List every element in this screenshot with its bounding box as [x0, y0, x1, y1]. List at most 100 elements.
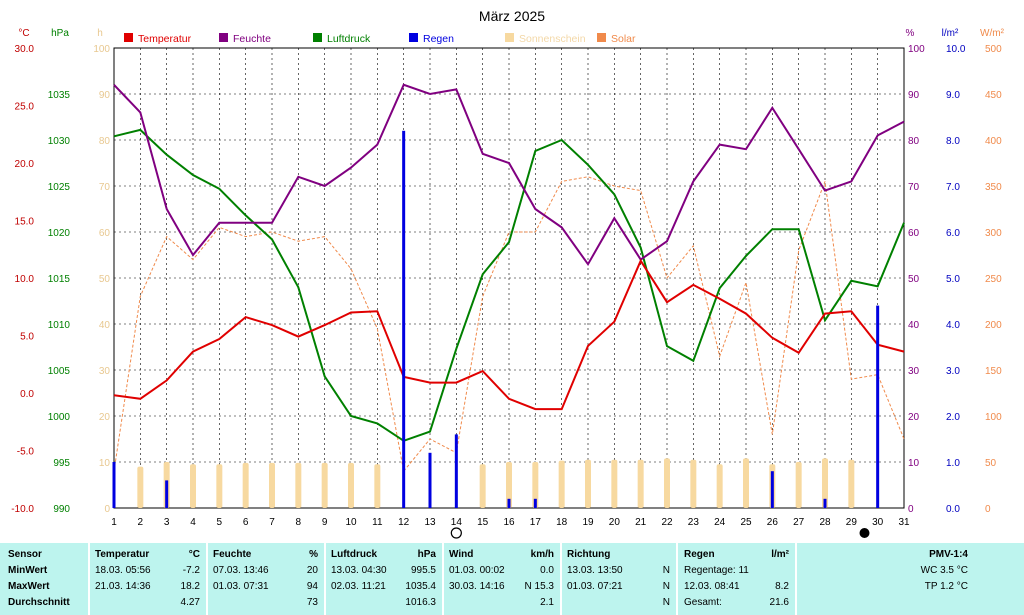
hum-min-value: 20: [306, 565, 318, 576]
tick-label-sun: 80: [99, 136, 111, 147]
tick-label-x: 22: [661, 517, 673, 528]
sunshine-bar: [242, 462, 249, 508]
tick-label-solar: 350: [985, 182, 1002, 193]
header-temperature: Temperatur: [95, 549, 150, 560]
rain-bar: [823, 498, 827, 508]
temp-max-time: 21.03. 14:36: [95, 581, 151, 592]
tick-label-x: 14: [451, 517, 463, 528]
tick-label-x: 26: [767, 517, 779, 528]
tick-label-sun: 40: [99, 320, 111, 331]
tick-label-press: 1015: [48, 274, 71, 285]
tick-label-hum: 80: [908, 136, 920, 147]
tick-label-x: 4: [190, 517, 196, 528]
tick-label-solar: 400: [985, 136, 1002, 147]
axis-unit-hum: %: [906, 28, 915, 39]
temp-min-value: -7.2: [182, 565, 200, 576]
dir-min-value: N: [662, 565, 670, 576]
tick-label-press: 1020: [48, 228, 71, 239]
row-label-avg: Durchschnitt: [8, 597, 70, 608]
tick-label-rain: 3.0: [946, 366, 960, 377]
axis-unit-press: hPa: [51, 28, 69, 39]
tick-label-temp: 0.0: [20, 389, 34, 400]
tick-label-x: 20: [609, 517, 621, 528]
pmv-dew-point: TP 1.2 °C: [924, 581, 968, 592]
wind-min-time: 01.03. 00:02: [449, 565, 505, 576]
tick-label-sun: 90: [99, 90, 111, 101]
legend-swatch: [409, 33, 418, 42]
tick-label-hum: 30: [908, 366, 920, 377]
legend-label: Temperatur: [138, 33, 192, 45]
moon-phase-symbols: [450, 527, 870, 539]
wind-max-time: 30.03. 14:16: [449, 581, 505, 592]
tick-label-temp: -10.0: [11, 504, 34, 515]
tick-label-solar: 150: [985, 366, 1002, 377]
tick-label-x: 12: [398, 517, 410, 528]
series-line-temperatur: [113, 258, 905, 411]
series-line-solar: [113, 176, 905, 473]
tick-label-x: 31: [898, 517, 910, 528]
tick-label-temp: 5.0: [20, 332, 34, 343]
tick-label-solar: 450: [985, 90, 1002, 101]
tick-label-hum: 60: [908, 228, 920, 239]
tick-label-sun: 70: [99, 182, 111, 193]
tick-label-x: 5: [217, 517, 223, 528]
grid: [114, 48, 904, 508]
tick-label-solar: 500: [985, 44, 1002, 55]
tick-label-rain: 10.0: [946, 44, 966, 55]
tick-label-temp: -5.0: [17, 447, 35, 458]
tick-label-rain: 8.0: [946, 136, 960, 147]
tick-label-press: 990: [53, 504, 70, 515]
hum-avg-value: 73: [306, 597, 318, 608]
axis-unit-solar: W/m²: [980, 28, 1005, 39]
tick-label-rain: 4.0: [946, 320, 960, 331]
tick-label-solar: 50: [985, 458, 997, 469]
tick-label-rain: 5.0: [946, 274, 960, 285]
tick-label-x: 16: [503, 517, 515, 528]
sunshine-bar: [637, 459, 644, 508]
tick-label-x: 2: [138, 517, 144, 528]
tick-label-x: 28: [819, 517, 831, 528]
tick-label-press: 995: [53, 458, 70, 469]
tick-label-sun: 60: [99, 228, 111, 239]
tick-label-x: 18: [556, 517, 568, 528]
tick-label-press: 1025: [48, 182, 71, 193]
legend-label: Sonnenschein: [519, 33, 586, 45]
statistics-table: Sensor MinWert MaxWert Durchschnitt Temp…: [0, 543, 1024, 615]
sunshine-bar: [822, 458, 828, 508]
tick-label-x: 8: [296, 517, 302, 528]
tick-label-hum: 10: [908, 458, 920, 469]
press-max-time: 02.03. 11:21: [331, 581, 386, 592]
tick-label-hum: 100: [908, 44, 925, 55]
header-humidity-unit: %: [309, 549, 318, 560]
tick-label-x: 9: [322, 517, 328, 528]
header-rain-unit: l/m²: [771, 549, 789, 560]
tick-label-sun: 100: [93, 44, 110, 55]
tick-label-x: 13: [424, 517, 436, 528]
header-wind: Wind: [449, 549, 474, 560]
legend-label: Luftdruck: [327, 33, 371, 45]
tick-label-hum: 20: [908, 412, 920, 423]
tick-label-solar: 200: [985, 320, 1002, 331]
dir-max-value: N: [662, 581, 670, 592]
sunshine-bar: [137, 466, 144, 508]
column-separator: [206, 543, 208, 615]
hum-min-time: 07.03. 13:46: [213, 565, 269, 576]
rain-bar: [165, 480, 169, 508]
header-wind-unit: km/h: [530, 549, 554, 560]
sunshine-bar: [690, 459, 697, 508]
row-label-max: MaxWert: [8, 581, 50, 592]
tick-label-hum: 40: [908, 320, 920, 331]
tick-label-x: 1: [111, 517, 117, 528]
dir-min-time: 13.03. 13:50: [567, 565, 623, 576]
tick-label-sun: 10: [99, 458, 111, 469]
new-moon-icon: [859, 528, 870, 538]
tick-label-hum: 0: [908, 504, 914, 515]
rain-bar: [454, 434, 458, 508]
sunshine-bar: [848, 459, 855, 508]
header-sensor: Sensor: [8, 549, 42, 560]
header-rain: Regen: [684, 549, 715, 560]
dir-max-time: 01.03. 07:21: [567, 581, 623, 592]
tick-label-rain: 6.0: [946, 228, 960, 239]
legend-label: Feuchte: [233, 33, 271, 45]
tick-label-hum: 70: [908, 182, 920, 193]
